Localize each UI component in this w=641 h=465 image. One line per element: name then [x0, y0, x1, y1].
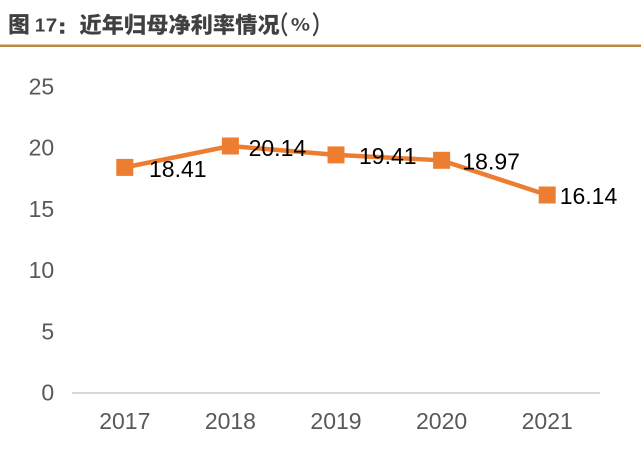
svg-text:20.14: 20.14: [249, 135, 307, 161]
svg-text:2019: 2019: [310, 408, 361, 434]
svg-text:7: 7: [46, 15, 58, 36]
svg-text:1: 1: [35, 15, 45, 36]
svg-text:20: 20: [29, 135, 55, 161]
svg-text:25: 25: [29, 74, 55, 100]
svg-text:16.14: 16.14: [560, 183, 618, 209]
svg-text:5: 5: [41, 318, 54, 344]
svg-text:0: 0: [41, 380, 54, 406]
svg-text:2020: 2020: [416, 408, 467, 434]
svg-text:18.41: 18.41: [149, 156, 207, 182]
svg-text:18.97: 18.97: [462, 148, 520, 174]
svg-text:19.41: 19.41: [359, 143, 417, 169]
svg-text:10: 10: [29, 257, 55, 283]
svg-text:15: 15: [29, 196, 55, 222]
svg-text:2018: 2018: [205, 408, 256, 434]
svg-text:2017: 2017: [99, 408, 150, 434]
svg-text:2021: 2021: [522, 408, 573, 434]
